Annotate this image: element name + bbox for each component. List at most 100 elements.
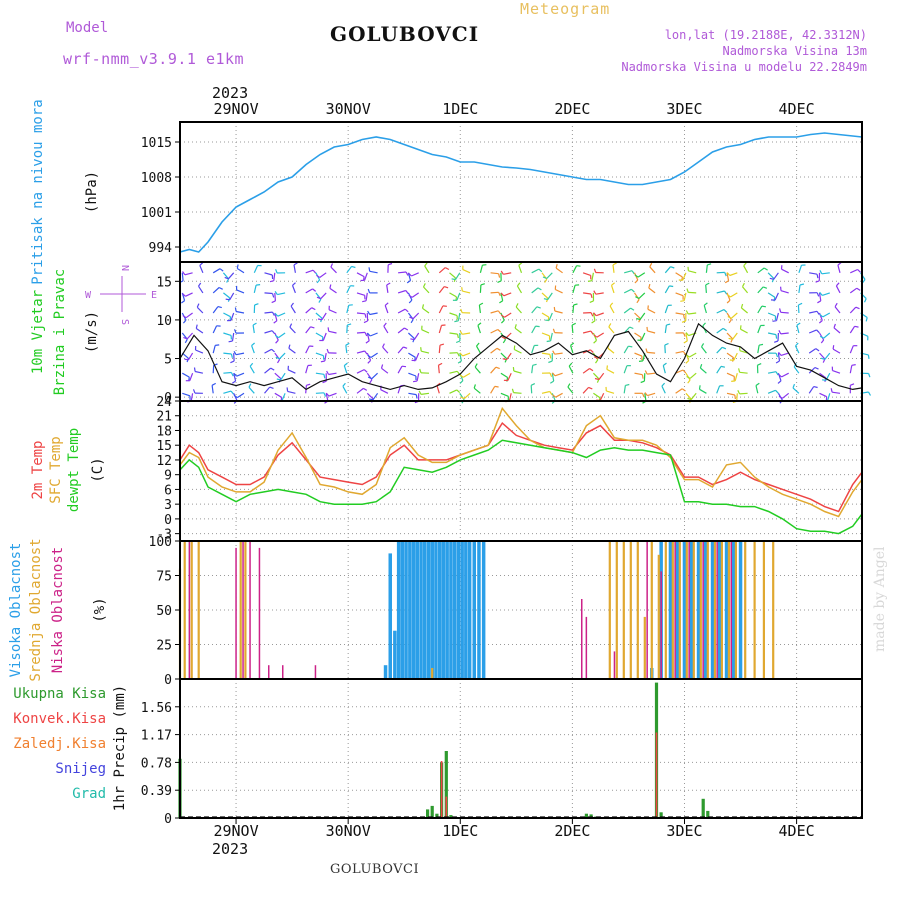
wind-barb-flag bbox=[514, 324, 517, 329]
wind-barb bbox=[591, 272, 594, 281]
wind-barb-flag bbox=[641, 374, 644, 379]
wind-barb bbox=[773, 272, 779, 280]
ytick-label-temperature: 6 bbox=[164, 483, 172, 498]
wind-barb bbox=[233, 373, 237, 382]
panel-frames bbox=[179, 121, 863, 819]
wind-barb bbox=[606, 390, 615, 394]
legend-snow: Snijeg bbox=[55, 761, 106, 777]
high-cloud-bar bbox=[675, 541, 680, 679]
wind-barb-flag bbox=[590, 330, 594, 335]
wind-barb bbox=[356, 331, 366, 334]
xtick-top-label: 2DEC bbox=[554, 100, 590, 118]
wind-barb-flag bbox=[230, 390, 235, 395]
mid-cloud-bar bbox=[608, 541, 611, 679]
wind-barb bbox=[190, 393, 194, 402]
wind-barb-flag bbox=[645, 348, 648, 353]
total-precip-bar bbox=[444, 751, 448, 818]
wind-barb bbox=[437, 365, 440, 374]
wind-barb-flag bbox=[269, 386, 274, 389]
low-cloud-bar bbox=[674, 541, 676, 679]
mid-cloud-bar bbox=[692, 541, 695, 679]
wind-barb-flag bbox=[342, 382, 346, 387]
wind-barb-flag bbox=[329, 284, 332, 289]
wind-barb-flag bbox=[595, 359, 599, 364]
wind-barb bbox=[424, 265, 430, 274]
wind-barb bbox=[690, 392, 697, 400]
wind-barb-flag bbox=[386, 282, 391, 286]
wind-barb-flag bbox=[511, 388, 515, 393]
wind-barb bbox=[541, 390, 550, 394]
wind-barb-flag bbox=[233, 329, 237, 334]
wind-unit: (m/s) bbox=[84, 311, 100, 353]
footer-station: GOLUBOVCI bbox=[330, 862, 420, 877]
wind-barb-flag bbox=[703, 302, 708, 306]
wind-barb-flag bbox=[772, 320, 777, 322]
wind-barb bbox=[582, 368, 590, 374]
wind-barb-flag bbox=[726, 299, 731, 304]
wind-barb-flag bbox=[383, 322, 387, 327]
wind-barb-flag bbox=[798, 302, 803, 306]
wind-barb-flag bbox=[310, 326, 315, 329]
high-cloud-bar bbox=[449, 541, 453, 679]
wind-barb-flag bbox=[455, 340, 461, 344]
wind-barb bbox=[819, 392, 827, 398]
wind-barb-flag bbox=[195, 324, 198, 329]
compass-n: N bbox=[119, 265, 130, 271]
wind-barb bbox=[726, 352, 734, 359]
dewpoint-line bbox=[179, 439, 863, 535]
wind-barb bbox=[264, 292, 273, 295]
wind-barb-flag bbox=[796, 322, 801, 326]
wind-barb-flag bbox=[589, 349, 594, 353]
ytick-label-temperature: 3 bbox=[164, 498, 172, 513]
wind-barb-flag bbox=[293, 262, 298, 266]
wind-barb-flag bbox=[775, 360, 780, 364]
wind-barb bbox=[463, 392, 471, 400]
wind-barb bbox=[716, 346, 723, 354]
ytick-label-precipitation: 0.78 bbox=[141, 756, 172, 771]
wind-barb bbox=[767, 272, 775, 279]
wind-barb bbox=[849, 345, 854, 354]
total-precip-bar bbox=[426, 809, 430, 818]
wind-barb-flag bbox=[233, 350, 237, 356]
wind-barb bbox=[397, 289, 406, 294]
high-cloud-bar bbox=[423, 541, 427, 679]
wind-barb bbox=[647, 351, 656, 354]
wind-barb bbox=[664, 285, 670, 294]
wind-barb-flag bbox=[589, 300, 594, 303]
wind-barb bbox=[555, 288, 563, 294]
ytick-label-clouds: 0 bbox=[164, 673, 172, 688]
wind-barb-flag bbox=[549, 380, 555, 384]
wind-barb bbox=[253, 265, 259, 274]
wind-barb bbox=[449, 389, 458, 394]
wind-barb-flag bbox=[183, 336, 188, 340]
wind-barb-flag bbox=[192, 389, 196, 394]
mid-cloud-bar bbox=[727, 541, 730, 679]
wind-ylabel-2: Brzina i Pravac bbox=[52, 269, 68, 395]
ytick-label-temperature: 9 bbox=[164, 469, 172, 484]
wind-barb-flag bbox=[270, 367, 275, 371]
wind-barb bbox=[264, 330, 273, 334]
wind-barb bbox=[212, 287, 220, 294]
wind-barb bbox=[462, 352, 471, 357]
high-cloud-bar bbox=[696, 541, 701, 679]
wind-barb-flag bbox=[403, 346, 408, 349]
ytick-label-clouds: 50 bbox=[156, 604, 172, 619]
ytick-label-temperature: 24 bbox=[156, 395, 172, 410]
wind-barb bbox=[705, 264, 708, 273]
wind-barb bbox=[610, 285, 615, 294]
wind-barb-flag bbox=[608, 323, 612, 328]
wind-barb bbox=[822, 312, 831, 318]
temp-unit: (C) bbox=[90, 457, 106, 482]
wind-barb-flag bbox=[457, 360, 462, 364]
wind-barb-flag bbox=[571, 322, 576, 326]
wind-barb-flag bbox=[325, 392, 330, 397]
wind-barb bbox=[436, 385, 440, 394]
wind-barb-flag bbox=[552, 350, 556, 355]
wind-barb bbox=[551, 373, 555, 382]
wind-barb bbox=[212, 306, 219, 314]
wind-barb bbox=[365, 292, 368, 301]
wind-barb bbox=[609, 305, 615, 314]
wind-barb-flag bbox=[218, 286, 223, 290]
wind-barb bbox=[328, 392, 337, 397]
wind-barb bbox=[328, 372, 337, 376]
